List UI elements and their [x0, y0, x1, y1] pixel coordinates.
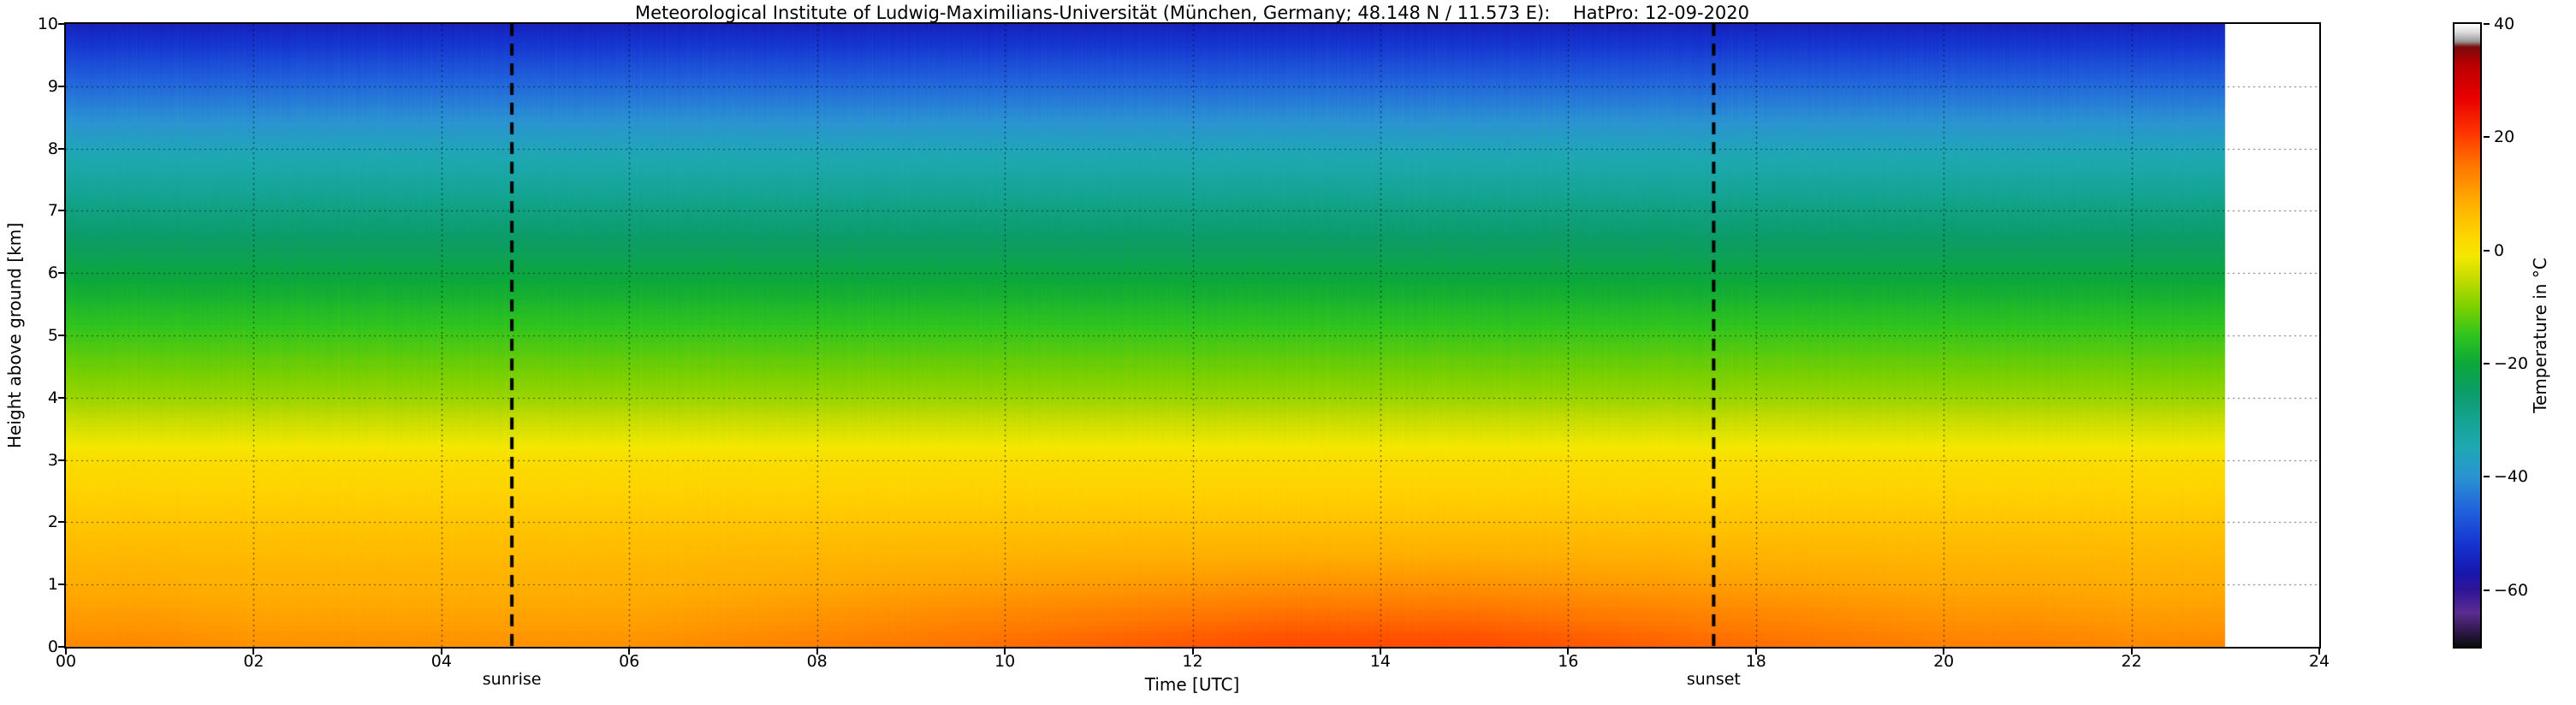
y-tick-label: 7: [47, 201, 58, 221]
x-tick-label: 00: [55, 652, 77, 671]
colorbar-tick-mark: [2484, 136, 2490, 139]
y-tick-mark: [58, 335, 64, 336]
colorbar-tick-label: 0: [2494, 240, 2505, 260]
x-tick-label: 16: [1558, 652, 1579, 671]
y-tick-mark: [58, 23, 64, 25]
y-tick-mark: [58, 85, 64, 87]
x-tick-mark: [816, 649, 818, 655]
x-tick-mark: [1943, 649, 1945, 655]
x-tick-label: 02: [243, 652, 264, 671]
x-tick-label: 24: [2308, 652, 2330, 671]
plot-area: [64, 22, 2321, 649]
y-tick-label: 4: [47, 388, 58, 407]
y-tick-mark: [58, 459, 64, 461]
x-tick-label: 04: [430, 652, 452, 671]
y-tick-mark: [58, 147, 64, 150]
colorbar-tick-label: 40: [2494, 15, 2515, 33]
y-tick-mark: [58, 646, 64, 648]
colorbar-canvas: [2454, 24, 2480, 647]
y-tick-label: 10: [37, 15, 58, 33]
y-tick-mark: [58, 210, 64, 212]
x-tick-label: 06: [619, 652, 640, 671]
colorbar-tick-label: −40: [2494, 467, 2529, 487]
x-tick-mark: [1191, 649, 1194, 655]
x-tick-mark: [440, 649, 442, 655]
x-tick-label: 20: [1933, 652, 1955, 671]
x-tick-mark: [1567, 649, 1570, 655]
colorbar-tick-mark: [2484, 249, 2490, 252]
x-tick-label: 18: [1745, 652, 1766, 671]
x-tick-label: 14: [1369, 652, 1391, 671]
x-tick-mark: [65, 649, 67, 655]
colorbar-tick-mark: [2484, 476, 2490, 478]
x-tick-mark: [628, 649, 631, 655]
x-tick-label: 22: [2121, 652, 2142, 671]
colorbar-tick-label: −60: [2494, 580, 2529, 600]
x-tick-mark: [1004, 649, 1006, 655]
x-tick-mark: [2130, 649, 2133, 655]
y-tick-mark: [58, 584, 64, 586]
x-tick-label: 12: [1182, 652, 1203, 671]
y-tick-mark: [58, 521, 64, 524]
x-tick-mark: [1754, 649, 1757, 655]
y-tick-label: 8: [47, 139, 58, 158]
y-tick-label: 6: [47, 264, 58, 283]
heatmap-canvas: [66, 24, 2319, 647]
colorbar-tick-mark: [2484, 589, 2490, 591]
colorbar: [2453, 22, 2482, 649]
x-tick-label: 08: [806, 652, 828, 671]
y-tick-mark: [58, 272, 64, 275]
y-tick-label: 5: [47, 326, 58, 345]
colorbar-label: Temperature in °C: [2530, 258, 2550, 413]
colorbar-tick-label: 20: [2494, 127, 2515, 147]
x-tick-mark: [2318, 649, 2320, 655]
x-axis-label: Time [UTC]: [1144, 674, 1240, 695]
x-tick-mark: [252, 649, 255, 655]
colorbar-tick-mark: [2484, 363, 2490, 365]
colorbar-tick-label: −20: [2494, 354, 2529, 374]
y-tick-label: 9: [47, 76, 58, 96]
y-tick-mark: [58, 396, 64, 399]
colorbar-tick-mark: [2484, 23, 2490, 25]
x-tick-label: 10: [994, 652, 1016, 671]
sunrise-label: sunrise: [482, 670, 542, 689]
y-tick-label: 0: [47, 637, 58, 656]
sunset-label: sunset: [1686, 670, 1741, 689]
x-tick-mark: [1379, 649, 1381, 655]
chart-title: Meteorological Institute of Ludwig-Maxim…: [634, 3, 1750, 23]
y-tick-label: 2: [47, 512, 58, 532]
y-tick-label: 3: [47, 450, 58, 470]
y-tick-label: 1: [47, 575, 58, 595]
